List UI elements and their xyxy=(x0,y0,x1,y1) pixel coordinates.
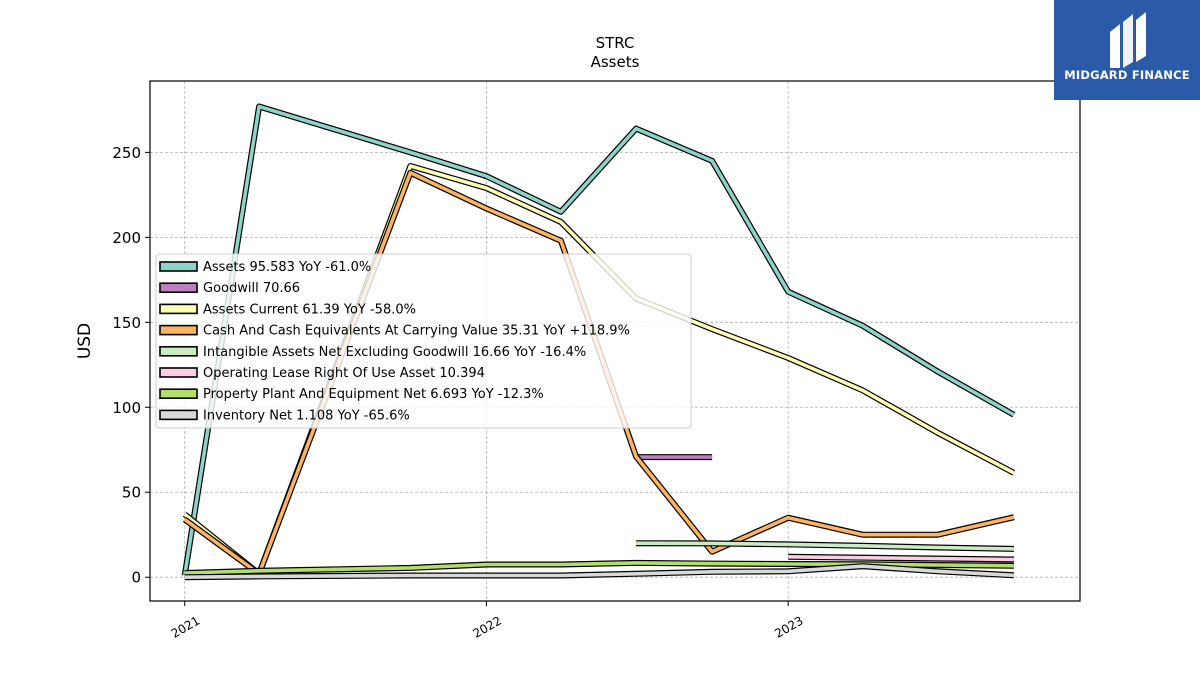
series-intangible-assets-net-excluding-goodwill xyxy=(636,540,1014,552)
y-tick-label: 50 xyxy=(122,484,141,502)
legend-label: Cash And Cash Equivalents At Carrying Va… xyxy=(203,324,630,339)
legend-label: Operating Lease Right Of Use Asset 10.39… xyxy=(203,366,485,381)
legend-item: Cash And Cash Equivalents At Carrying Va… xyxy=(159,324,630,339)
series-operating-lease-right-of-use-asset xyxy=(788,553,1014,563)
y-tick-label: 0 xyxy=(131,569,141,587)
legend-item: Inventory Net 1.108 YoY -65.6% xyxy=(159,408,410,423)
legend-swatch xyxy=(159,409,198,421)
legend-item: Goodwill 70.66 xyxy=(159,281,300,296)
legend: Assets 95.583 YoY -61.0% Goodwill 70.66 As… xyxy=(155,253,692,429)
legend-swatch xyxy=(159,282,198,294)
y-tick-label: 250 xyxy=(112,144,141,162)
legend-label: Assets 95.583 YoY -61.0% xyxy=(203,260,371,275)
x-tick-label: 2022 xyxy=(470,613,503,640)
y-tick-label: 100 xyxy=(112,399,141,417)
x-tick-label: 2021 xyxy=(169,613,202,640)
series-property-plant-and-equipment-net xyxy=(184,559,1014,576)
series-inventory-net xyxy=(184,563,1015,581)
legend-swatch xyxy=(159,261,198,272)
legend-label: Assets Current 61.39 YoY -58.0% xyxy=(203,302,416,317)
legend-item: Property Plant And Equipment Net 6.693 Y… xyxy=(159,387,544,402)
series-line xyxy=(182,104,1015,576)
chart-subtitle: Assets xyxy=(591,53,640,71)
x-tick-label: 2023 xyxy=(772,613,805,640)
legend-label: Intangible Assets Net Excluding Goodwill… xyxy=(203,345,586,360)
y-tick-label: 150 xyxy=(112,314,141,332)
series-line xyxy=(184,561,1014,575)
legend-label: Goodwill 70.66 xyxy=(203,281,300,296)
brand-logo: MIDGARD FINANCE xyxy=(1054,0,1200,100)
logo-text: MIDGARD FINANCE xyxy=(1064,68,1190,82)
plot-frame xyxy=(149,80,1081,602)
legend-swatch xyxy=(159,324,198,336)
legend-swatch xyxy=(159,388,198,400)
legend-swatch xyxy=(159,367,198,378)
series-line xyxy=(788,555,1014,562)
legend-swatch xyxy=(159,345,198,357)
series-line xyxy=(184,564,1014,579)
legend-swatch xyxy=(159,303,198,315)
series-assets xyxy=(181,103,1016,576)
legend-label: Inventory Net 1.108 YoY -65.6% xyxy=(203,408,410,423)
chart-title: STRC xyxy=(596,34,635,52)
series-line xyxy=(636,541,1014,551)
legend-item: Assets Current 61.39 YoY -58.0% xyxy=(159,302,416,317)
y-axis-label: USD xyxy=(75,323,95,359)
legend-item: Intangible Assets Net Excluding Goodwill… xyxy=(159,345,586,360)
legend-box xyxy=(155,253,692,429)
logo-mark-icon xyxy=(1110,12,1146,68)
y-tick-label: 200 xyxy=(112,229,141,247)
legend-label: Property Plant And Equipment Net 6.693 Y… xyxy=(203,387,544,402)
legend-item: Operating Lease Right Of Use Asset 10.39… xyxy=(159,366,485,381)
legend-item: Assets 95.583 YoY -61.0% xyxy=(159,260,371,275)
